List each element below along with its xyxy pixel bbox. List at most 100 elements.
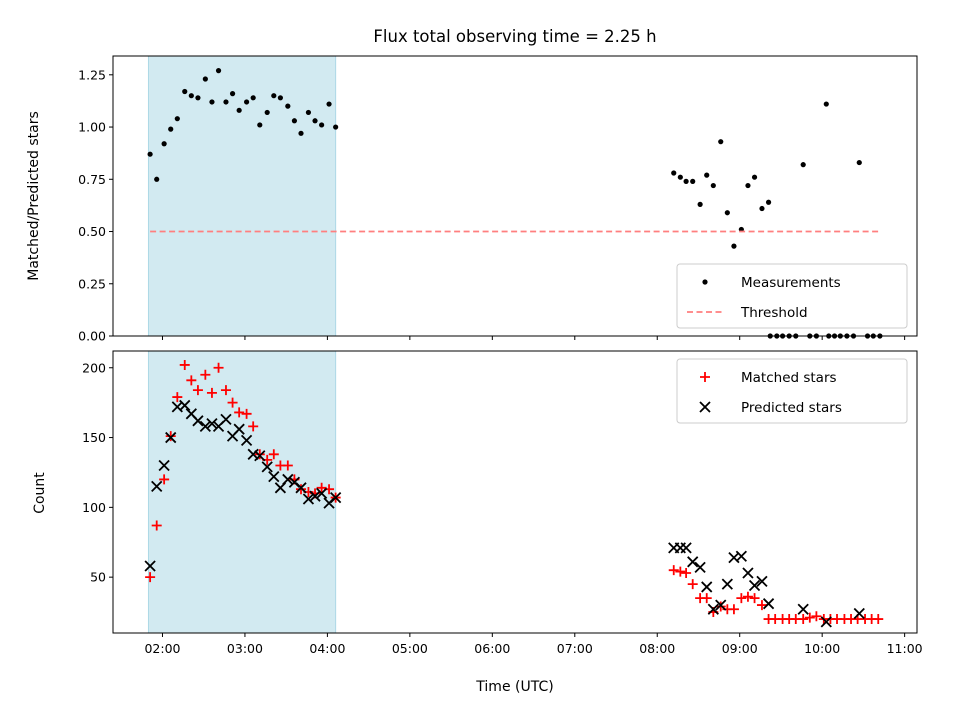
predicted-star-point [302,493,315,505]
measurement-point [147,151,153,157]
x-axis-label: Time (UTC) [475,679,553,695]
predicted-star-point [694,561,706,574]
legend-box [676,358,908,424]
y-tick-label: 0.75 [78,172,106,187]
matched-star-point [159,474,170,485]
measurement-point [243,99,250,105]
predicted-star-point [687,556,699,568]
x-tick-label: 08:00 [639,641,675,656]
matched-star-point [145,572,156,583]
matched-star-point [206,387,217,398]
matched-star-point [200,369,211,380]
matched-star-point [213,362,224,373]
legend-box [676,263,908,329]
legend-entry-label: Measurements [741,275,841,291]
matched-star-point [668,565,679,576]
top-y-axis-label: Matched/Predicted stars [26,111,42,281]
measurement-point [731,243,737,249]
predicted-star-point [295,482,307,494]
predicted-star-point [206,417,218,430]
matched-star-point [248,421,259,432]
y-tick-label: 1.25 [78,67,106,82]
predicted-star-point [261,461,273,473]
matched-star-point [873,614,884,625]
measurement-point [677,174,683,180]
measurement-point [690,178,696,184]
measurement-point [333,124,339,130]
measurement-point [168,126,174,132]
predicted-star-point [144,560,156,572]
predicted-star-point [820,616,832,628]
predicted-star-point [233,423,245,435]
x-tick-label: 03:00 [227,641,263,656]
measurement-point [291,118,298,124]
matched-star-point [728,604,739,615]
x-tick-label: 04:00 [309,641,345,656]
matched-star-point [234,407,245,418]
matched-star-point [296,484,307,495]
predicted-star-point [165,431,177,444]
measurement-point [250,95,256,101]
y-tick-label: 50 [90,570,106,585]
measurement-point [264,109,270,116]
matched-star-point [268,449,279,460]
predicted-star-point [254,450,266,462]
predicted-star-point [680,542,692,554]
measurement-point [856,159,862,166]
measurement-point [724,210,730,216]
predicted-star-point [762,598,775,610]
measurement-point [161,141,167,147]
matched-star-point [254,449,265,460]
predicted-star-point [748,579,761,592]
y-tick-label: 0.00 [78,329,106,344]
measurement-point [285,103,291,109]
predicted-star-point [192,415,204,427]
measurement-point [188,93,194,99]
predicted-star-point [179,399,191,412]
measurement-point [683,178,689,184]
y-tick-label: 1.00 [78,120,106,135]
predicted-star-point [199,420,211,433]
y-tick-label: 200 [82,360,106,375]
measurement-point [202,76,208,82]
predicted-star-point [756,575,768,587]
measurement-point [710,182,716,189]
measurement-point [174,116,180,122]
predicted-star-point [220,413,232,426]
measurement-point [215,68,222,74]
measurement-point [305,109,312,116]
y-tick-label: 0.50 [78,224,106,239]
matched-star-point [675,566,686,577]
measurement-point [319,122,325,128]
x-tick-label: 10:00 [804,641,840,656]
predicted-star-point [721,578,733,590]
measurement-point [759,205,765,212]
measurement-point [800,162,806,168]
predicted-star-point [715,599,727,611]
measurement-point [745,182,751,189]
measurement-point [277,95,283,101]
predicted-star-point [158,459,170,472]
matched-star-point [172,392,183,403]
matched-star-point [681,567,692,578]
matched-star-point [151,520,162,531]
matched-star-point [756,600,767,611]
measurement-point [751,174,758,180]
predicted-star-point [268,471,280,483]
plot-frame [112,350,918,634]
x-tick-label: 11:00 [887,641,923,656]
predicted-star-point [797,603,809,615]
matched-star-point [220,385,231,396]
measurement-point [671,170,677,176]
matched-star-point [282,460,293,471]
legend-predicted-swatch [699,401,711,413]
matched-star-point [687,579,698,590]
y-tick-label: 150 [82,430,106,445]
matched-star-point [186,375,197,386]
legend-entry-label: Matched stars [741,370,837,386]
predicted-star-point [701,581,713,593]
legend-measurement-swatch [702,279,708,285]
measurement-point [257,122,263,128]
measurement-point [697,201,703,207]
